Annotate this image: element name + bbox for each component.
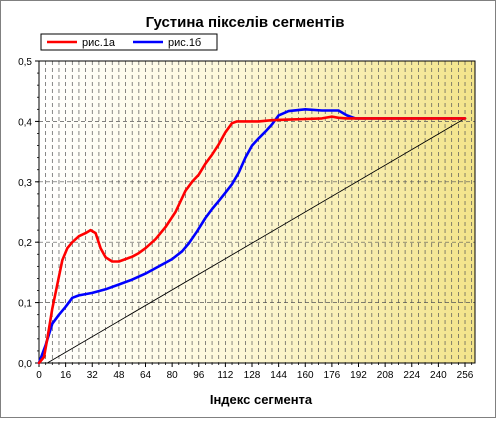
legend: рис.1а рис.1б	[40, 33, 218, 51]
y-tick-label: 0,3	[18, 178, 32, 189]
x-tick-label: 160	[297, 370, 314, 381]
y-tick-label: 0,5	[18, 57, 32, 68]
x-tick-label: 96	[193, 370, 205, 381]
x-tick-label: 144	[270, 370, 287, 381]
x-tick-label: 240	[430, 370, 447, 381]
x-tick-label: 224	[403, 370, 420, 381]
x-tick-label: 176	[324, 370, 341, 381]
x-tick-label: 32	[87, 370, 99, 381]
x-tick-label: 192	[350, 370, 367, 381]
y-tick-label: 0,4	[18, 117, 32, 128]
reference-line	[46, 117, 466, 364]
plot-border	[38, 60, 476, 364]
legend-box	[40, 33, 218, 51]
x-tick-label: 48	[113, 370, 125, 381]
legend-label: рис.1б	[168, 37, 201, 49]
series-line-ris1b	[37, 108, 467, 365]
plot-background	[39, 61, 475, 363]
y-tick-label: 0,1	[18, 299, 32, 310]
y-tick-label: 0,2	[18, 238, 32, 249]
chart-title: Густина пікселів сегментів	[146, 14, 345, 31]
x-tick-label: 0	[36, 370, 42, 381]
x-tick-label: 112	[217, 370, 233, 381]
series-line-ris1a	[37, 115, 467, 365]
x-axis-label: Індекс сегмента	[210, 392, 313, 407]
x-tick-label: 16	[60, 370, 72, 381]
plot-area: 0 16 32 48 64 80 96 112 128 144 160 176 192 208 224 240…	[18, 57, 476, 381]
legend-label: рис.1а	[82, 37, 116, 49]
x-tick-label: 64	[140, 370, 152, 381]
y-tick-label: 0,0	[18, 359, 32, 370]
x-tick-label: 80	[167, 370, 179, 381]
x-tick-label: 128	[244, 370, 261, 381]
x-tick-label: 208	[377, 370, 394, 381]
x-tick-label: 256	[457, 370, 474, 381]
